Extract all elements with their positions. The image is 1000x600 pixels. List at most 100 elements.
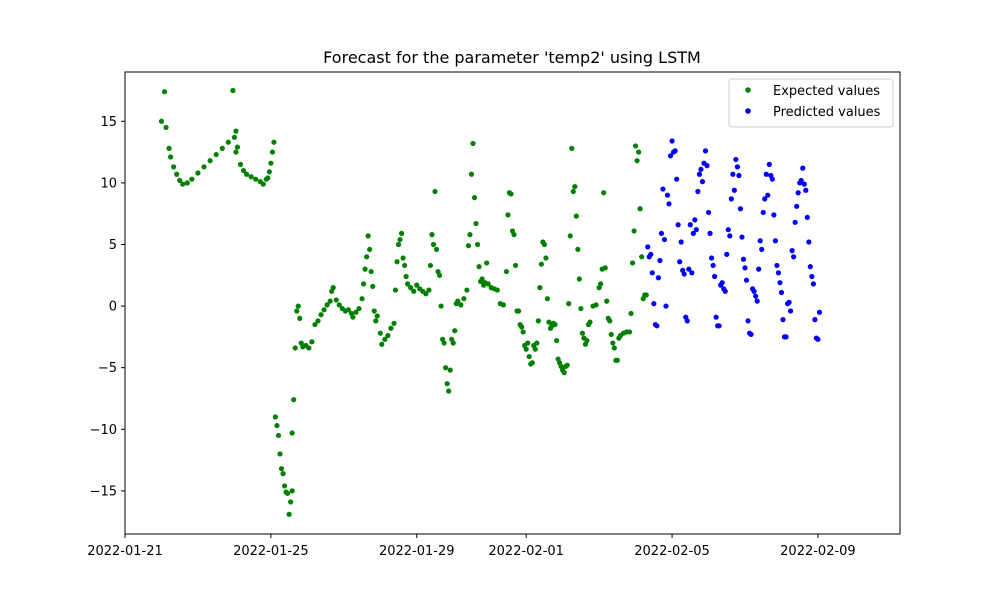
predicted-point	[804, 214, 810, 220]
expected-point	[295, 303, 301, 309]
expected-point	[260, 181, 266, 187]
expected-point	[266, 169, 272, 175]
expected-point	[465, 243, 472, 249]
predicted-point	[704, 163, 710, 169]
expected-point	[231, 134, 238, 140]
expected-point	[552, 321, 558, 328]
expected-point	[161, 89, 168, 95]
predicted-point	[787, 308, 794, 314]
predicted-point	[745, 318, 751, 324]
expected-point	[604, 298, 610, 304]
predicted-point	[789, 248, 795, 254]
expected-point	[234, 144, 241, 150]
predicted-point	[762, 196, 768, 202]
predicted-point	[771, 212, 777, 218]
predicted-point	[731, 187, 737, 193]
expected-point	[189, 176, 195, 182]
predicted-point	[657, 257, 663, 264]
expected-point	[579, 330, 586, 336]
expected-point	[628, 310, 634, 317]
predicted-point	[803, 187, 809, 193]
expected-point	[444, 381, 450, 387]
predicted-point	[696, 171, 703, 177]
predicted-point	[777, 280, 783, 286]
expected-point	[171, 164, 177, 170]
predicted-point	[713, 314, 719, 320]
predicted-point	[658, 230, 665, 236]
expected-point	[405, 281, 411, 287]
expected-point	[447, 367, 453, 373]
predicted-point	[693, 227, 699, 233]
expected-point	[441, 340, 447, 346]
expected-point	[289, 488, 295, 494]
expected-point	[566, 301, 572, 307]
predicted-point	[809, 273, 815, 280]
predicted-point	[792, 219, 798, 225]
expected-point	[374, 313, 380, 319]
expected-point	[370, 283, 376, 289]
legend-label-predicted: Predicted values	[773, 105, 881, 120]
expected-point	[402, 262, 408, 269]
expected-point	[541, 241, 548, 248]
expected-point	[306, 345, 312, 351]
expected-point	[272, 414, 279, 420]
expected-point	[292, 345, 298, 351]
predicted-point	[739, 234, 745, 240]
expected-point	[268, 160, 274, 166]
expected-point	[602, 265, 608, 271]
expected-point	[637, 206, 643, 212]
expected-point	[382, 336, 388, 342]
expected-point	[285, 490, 291, 496]
predicted-point	[783, 334, 789, 340]
expected-point	[281, 483, 288, 489]
expected-point	[470, 140, 476, 147]
predicted-point	[812, 317, 818, 323]
predicted-point	[740, 256, 747, 262]
predicted-point	[648, 251, 654, 257]
y-tick-label: −5	[98, 361, 117, 376]
expected-point	[505, 212, 511, 218]
expected-point	[253, 176, 259, 182]
predicted-point	[816, 309, 823, 315]
expected-point	[452, 328, 458, 334]
predicted-point	[687, 222, 693, 228]
expected-point	[177, 177, 183, 184]
expected-point	[474, 241, 481, 248]
x-tick-label: 2022-01-21	[87, 544, 163, 559]
predicted-point	[757, 238, 763, 244]
expected-point	[626, 329, 633, 335]
expected-point	[570, 188, 576, 195]
predicted-point	[795, 190, 801, 196]
predicted-point	[765, 192, 771, 198]
expected-point	[614, 357, 620, 363]
expected-point	[269, 149, 275, 155]
expected-point	[608, 331, 614, 338]
expected-point	[503, 268, 510, 275]
expected-point	[458, 302, 464, 308]
predicted-point	[780, 317, 786, 323]
expected-point	[525, 340, 531, 346]
predicted-point	[734, 164, 741, 170]
expected-point	[288, 499, 294, 505]
predicted-point	[712, 273, 718, 280]
predicted-point	[686, 266, 692, 272]
predicted-point	[674, 176, 680, 182]
expected-point	[468, 171, 475, 177]
expected-point	[455, 298, 461, 304]
expected-point	[364, 254, 370, 260]
y-tick-label: 10	[100, 176, 117, 191]
predicted-point	[719, 280, 725, 286]
expected-point	[365, 233, 371, 239]
y-tick-label: −15	[90, 484, 117, 499]
expected-point	[461, 296, 467, 302]
expected-point	[397, 236, 403, 243]
expected-point	[333, 297, 339, 303]
expected-point	[576, 276, 582, 282]
predicted-point	[810, 281, 816, 287]
expected-point	[392, 287, 399, 293]
expected-point	[400, 255, 406, 261]
predicted-point	[684, 318, 690, 324]
expected-point	[163, 124, 169, 131]
expected-point	[233, 149, 239, 155]
points-layer	[158, 87, 823, 517]
